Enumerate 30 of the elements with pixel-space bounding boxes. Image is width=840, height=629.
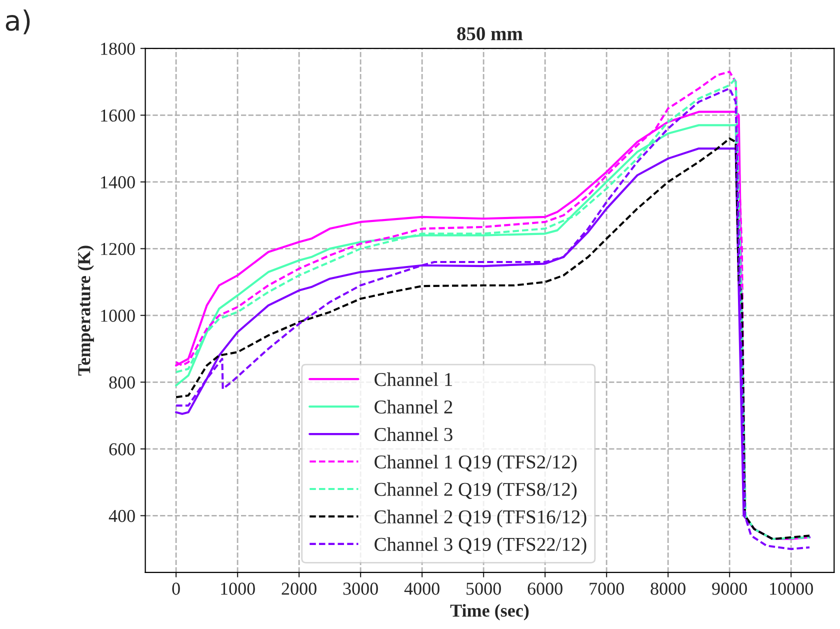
x-tick-label: 0 <box>172 582 180 595</box>
x-tick-label: 8000 <box>650 582 686 595</box>
y-tick-label: 800 <box>109 376 135 389</box>
legend-label: Channel 2 <box>374 400 452 414</box>
legend-label: Channel 3 <box>374 427 452 442</box>
legend-label: Channel 2 Q19 (TFS8/12) <box>374 482 577 500</box>
y-tick-label: 400 <box>108 510 135 522</box>
x-tick-label: 7000 <box>590 582 624 595</box>
y-tick-label: 1000 <box>101 310 135 322</box>
x-tick-label: 10000 <box>770 582 813 595</box>
x-tick-label: 5000 <box>466 582 501 595</box>
x-tick-label: 3000 <box>343 582 378 595</box>
y-tick-label: 1200 <box>101 242 135 256</box>
x-axis-title: Time (sec) <box>450 604 529 620</box>
text: a) <box>6 9 30 34</box>
y-tick-label: 600 <box>109 443 135 456</box>
legend-label: Channel 1 Q19 (TFS2/12) <box>374 454 577 472</box>
legend-label: Channel 2 Q19 (TFS16/12) <box>374 510 586 528</box>
x-tick-label: 4000 <box>404 582 440 595</box>
x-tick-label: 2000 <box>282 582 316 595</box>
legend-label: Channel 1 <box>374 372 452 386</box>
y-tick-label: 1800 <box>101 42 135 55</box>
legend-label: Channel 3 Q19 (TFS22/12) <box>374 537 586 555</box>
x-tick-label: 6000 <box>528 582 562 595</box>
x-tick-label: 9000 <box>712 582 747 595</box>
y-axis-title: Temperature (K) <box>78 246 94 376</box>
chart-title: 850 mm <box>457 27 523 40</box>
y-tick-label: 1400 <box>101 176 135 188</box>
x-tick-label: 1000 <box>221 582 255 595</box>
y-tick-label: 1600 <box>101 109 135 122</box>
